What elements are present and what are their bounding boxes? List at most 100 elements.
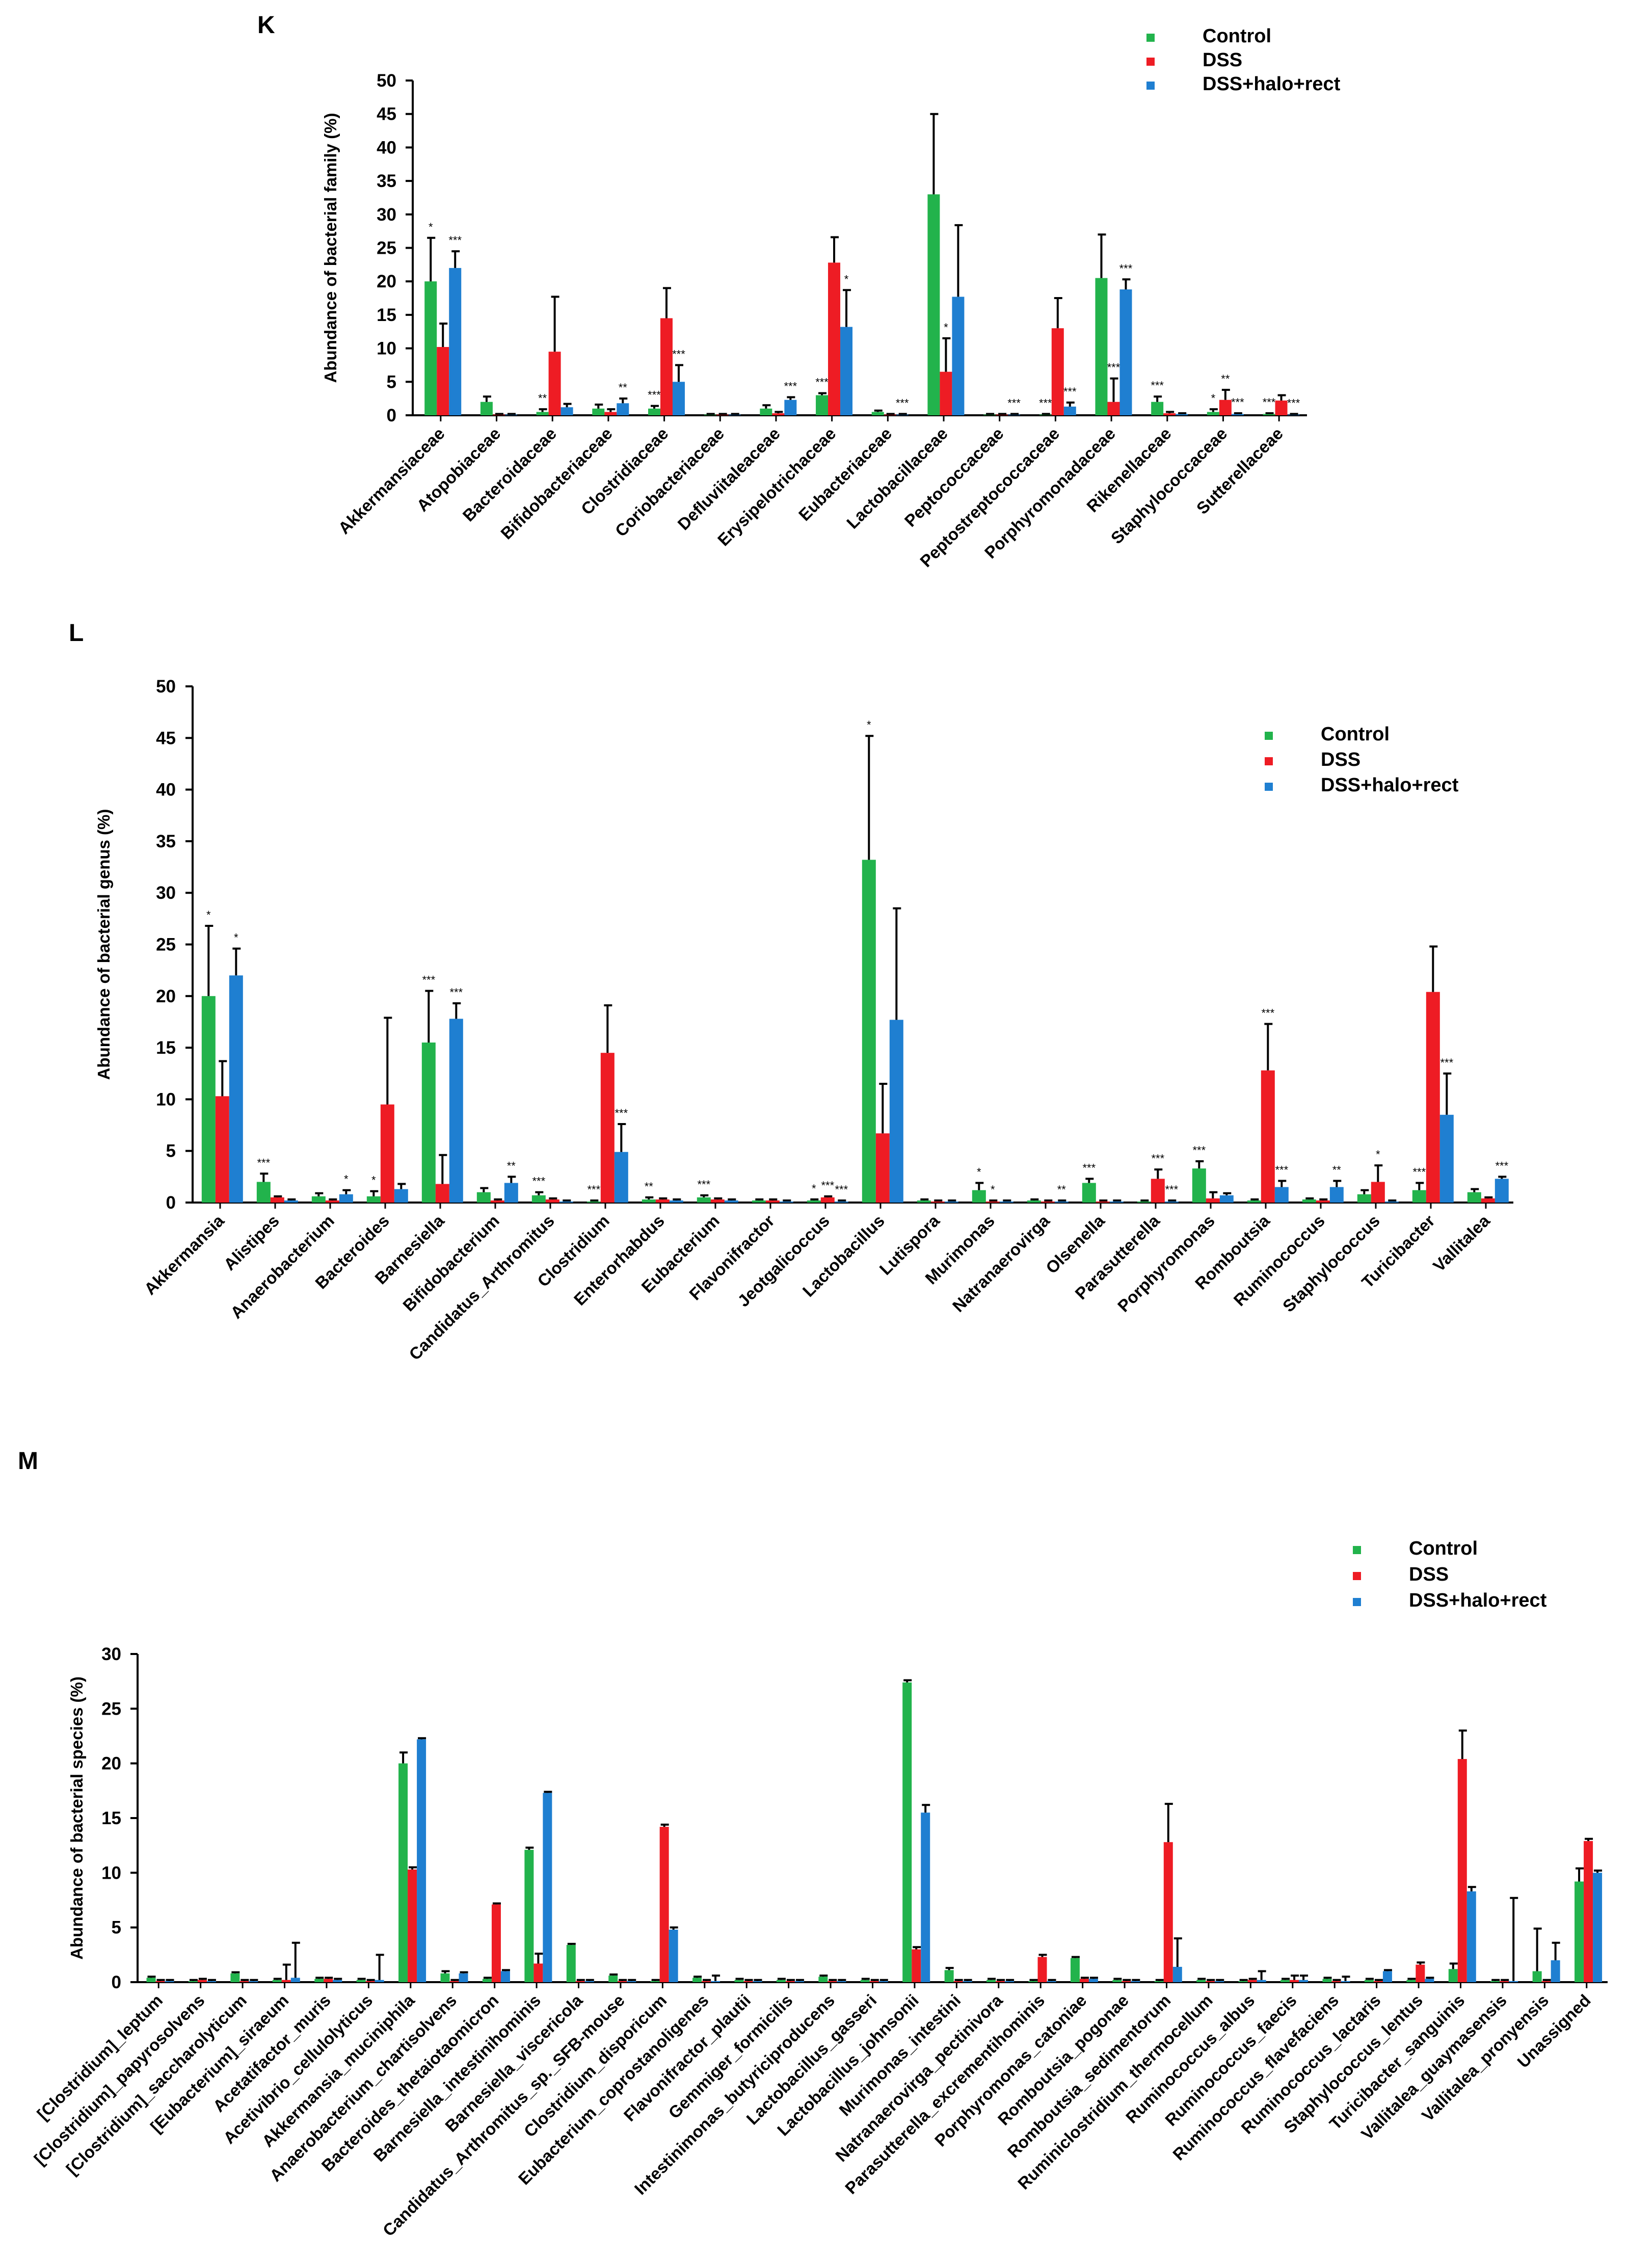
bar-control: [1151, 402, 1164, 415]
bar-dss: [1371, 1182, 1385, 1203]
bar-dss: [660, 318, 673, 415]
significance-mark: *: [429, 221, 433, 233]
y-tick-label: 40: [156, 780, 176, 800]
bar-dss_halo_rect: [834, 1201, 848, 1203]
panel-l-genus-chart: L Abundance of bacterial genus (%) 0 5 10 15 2…: [0, 606, 1628, 1422]
legend-label-control: Control: [1409, 1538, 1478, 1559]
bar-control: [642, 1199, 656, 1203]
bar-dss_halo_rect: [1494, 1179, 1509, 1203]
bar-dss_halo_rect: [500, 1971, 510, 1982]
family-chart-svg: K Abundance of bacterial family (%) 0 5 10 15…: [257, 12, 1341, 571]
bar-dss_halo_rect: [339, 1194, 353, 1203]
bar-dss_halo_rect: [724, 1200, 738, 1203]
bar-dss_halo_rect: [878, 1981, 888, 1982]
bar-dss_halo_rect: [1109, 1201, 1124, 1203]
significance-mark: ***: [449, 986, 463, 999]
legend-swatch-control: [1265, 732, 1273, 740]
y-tick-label: 25: [156, 935, 176, 955]
bar-dss_halo_rect: [999, 1201, 1013, 1203]
bar-control: [608, 1976, 618, 1982]
significance-mark: ***: [587, 1183, 600, 1196]
bar-dss_halo_rect: [614, 1152, 628, 1203]
bar-dss_halo_rect: [1593, 1873, 1603, 1982]
x-tick-label: Unassigned: [1513, 1991, 1594, 2071]
significance-mark: **: [1332, 1163, 1342, 1176]
bar-dss_halo_rect: [543, 1793, 552, 1982]
bar-dss: [930, 1201, 945, 1203]
bar-dss_halo_rect: [333, 1980, 342, 1982]
x-tick-label: Akkermansiaceae: [334, 424, 448, 538]
bar-dss: [380, 1104, 394, 1203]
bar-dss: [953, 1981, 963, 1982]
bar-dss_halo_rect: [417, 1739, 426, 1982]
bar-control: [230, 1973, 240, 1982]
x-tick-label: Staphylococcus: [1279, 1211, 1383, 1316]
bar-control: [1302, 1199, 1316, 1203]
y-axis-label: Abundance of bacterial genus (%): [94, 809, 113, 1080]
x-tick-label: Eubacteriaceae: [795, 424, 895, 524]
y-tick-label: 35: [156, 832, 176, 851]
bar-dss_halo_rect: [375, 1980, 384, 1982]
bar-control: [986, 1980, 996, 1982]
bar-dss: [1122, 1981, 1131, 1982]
bar-control: [902, 1682, 912, 1982]
significance-mark: ***: [1039, 396, 1052, 409]
x-tick-label: [Clostridium]_saccharolyticum: [63, 1991, 250, 2178]
bar-dss_halo_rect: [1329, 1187, 1344, 1203]
significance-mark: ***: [784, 380, 797, 393]
bar-dss: [1037, 1957, 1047, 1982]
x-tick-label: Peptococcaceae: [901, 424, 1007, 530]
x-tick-label: Bifidobacterium: [399, 1211, 503, 1315]
bar-dss_halo_rect: [1257, 1980, 1266, 1982]
bar-control: [1082, 1183, 1096, 1203]
bar-dss: [618, 1981, 627, 1982]
bar-dss_halo_rect: [1172, 1966, 1182, 1982]
bar-dss: [1206, 1198, 1220, 1203]
bar-dss: [435, 1184, 449, 1203]
bar-control: [398, 1763, 408, 1982]
significance-mark: ***: [1263, 396, 1276, 409]
bar-dss_halo_rect: [229, 975, 243, 1203]
bar-control: [1490, 1981, 1500, 1982]
significance-mark: *: [812, 1182, 816, 1195]
y-tick-label: 30: [377, 205, 396, 225]
bar-control: [1247, 1200, 1261, 1203]
bar-control: [476, 1192, 491, 1203]
bar-dss: [1261, 1070, 1275, 1203]
bar-control: [927, 194, 940, 415]
significance-mark: ***: [532, 1175, 545, 1188]
bar-dss_halo_rect: [1439, 1114, 1454, 1203]
significance-mark: *: [206, 909, 211, 921]
significance-mark: *: [1211, 392, 1216, 405]
bar-dss: [1079, 1979, 1089, 1982]
significance-mark: **: [619, 381, 628, 394]
bar-dss_halo_rect: [784, 399, 797, 415]
bar-control: [1263, 414, 1275, 415]
bar-control: [752, 1200, 766, 1203]
bar-dss: [490, 1200, 504, 1203]
bar-dss: [655, 1199, 670, 1203]
y-tick-label: 5: [387, 372, 396, 392]
bar-dss: [1416, 1964, 1425, 1982]
legend-swatch-dss_halo_rect: [1353, 1598, 1361, 1606]
bar-control: [201, 996, 216, 1203]
significance-mark: ***: [1440, 1056, 1453, 1069]
bar-dss: [197, 1980, 207, 1982]
bar-dss_halo_rect: [753, 1981, 762, 1982]
bar-dss: [1051, 328, 1064, 415]
bar-control: [648, 408, 660, 415]
bar-dss_halo_rect: [1176, 414, 1188, 415]
bar-dss: [912, 1949, 921, 1982]
significance-mark: ***: [835, 1183, 848, 1196]
bar-control: [311, 1196, 326, 1203]
bar-control: [592, 408, 605, 415]
bar-dss: [1040, 1201, 1055, 1203]
significance-mark: **: [1221, 372, 1230, 385]
bar-dss: [1206, 1981, 1215, 1982]
bar-control: [917, 1200, 931, 1203]
y-tick-label: 45: [156, 728, 176, 748]
bar-dss: [828, 262, 841, 415]
bar-control: [1095, 278, 1108, 415]
x-tick-label: Anaerobacterium: [227, 1211, 338, 1322]
y-tick-label: 20: [377, 272, 396, 291]
